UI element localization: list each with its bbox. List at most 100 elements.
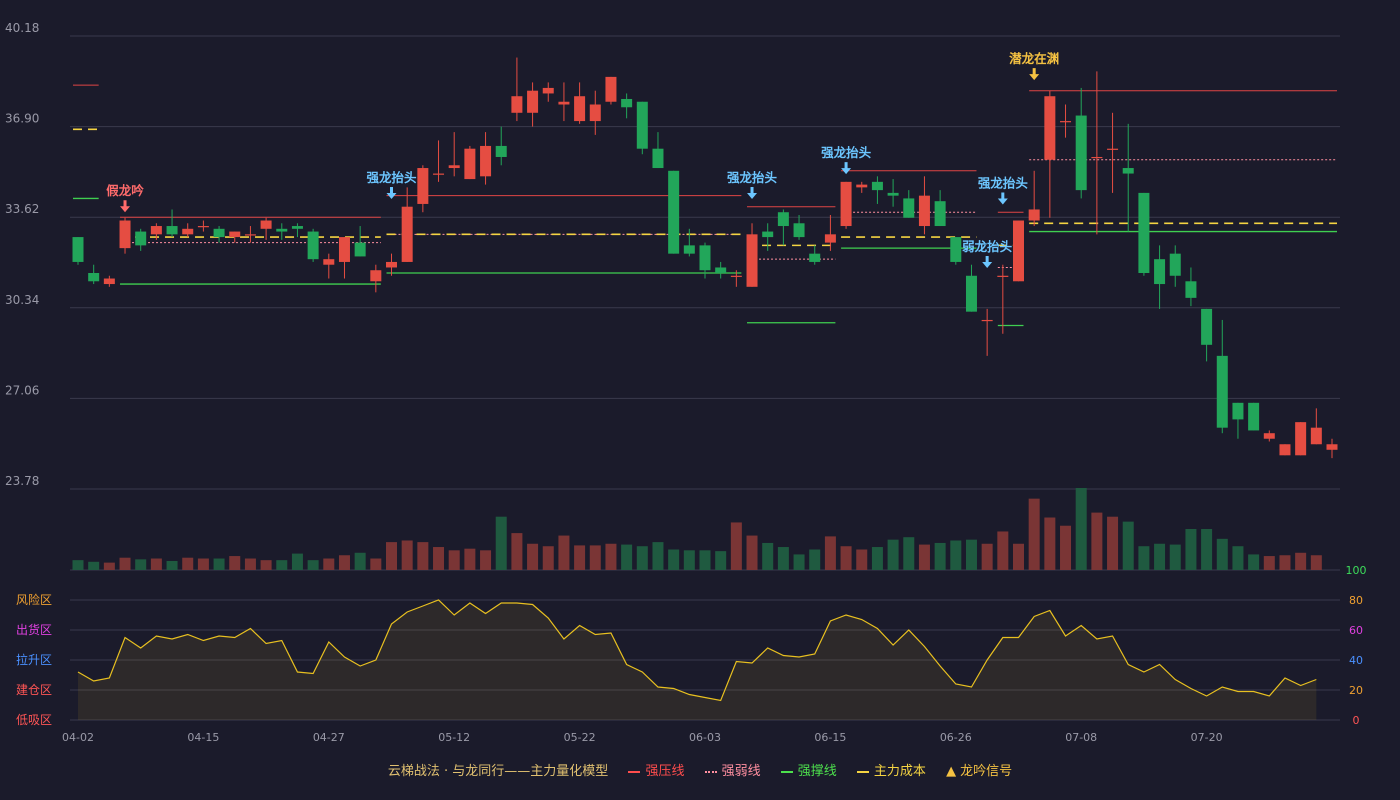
zone-label: 风险区 (16, 592, 52, 607)
volume-bar (856, 549, 868, 570)
volume-bar (1263, 556, 1275, 570)
price-tick-label: 40.18 (5, 21, 39, 35)
volume-bar (997, 531, 1009, 570)
candle-body (1326, 444, 1338, 450)
indicator-area (78, 600, 1317, 720)
dashed-line-icon (856, 770, 869, 773)
candle-body (291, 226, 303, 229)
volume-bar (668, 549, 680, 570)
candle-body (934, 201, 946, 227)
dotted-line-icon (704, 770, 717, 773)
candles-layer (72, 57, 1338, 459)
volume-bar (824, 536, 836, 570)
legend-title: 云梯战法 · 与龙同行——主力量化模型 (387, 764, 609, 779)
candle-body (1216, 355, 1228, 428)
price-tick-label: 27.06 (5, 383, 39, 397)
legend-item-main-cost[interactable]: 主力成本 (856, 760, 926, 779)
candle-body (840, 181, 852, 227)
volume-bar (574, 545, 586, 570)
candle-body (1044, 96, 1056, 160)
volume-bar (918, 544, 930, 570)
volume-bar (244, 558, 256, 570)
candle-body (621, 98, 633, 108)
legend-label: 龙吟信号 (960, 764, 1013, 779)
down-arrow-icon (386, 186, 397, 199)
signal-label: 弱龙抬头 (962, 239, 1013, 254)
candle-body (558, 101, 570, 105)
candle-body (683, 245, 695, 254)
volume-bar (887, 539, 899, 570)
volume-bar (417, 542, 429, 570)
candle-body (88, 272, 100, 282)
volume-bar (1201, 529, 1213, 570)
candle-body (72, 237, 84, 262)
down-arrow-icon (997, 192, 1008, 205)
indicator-tick-label: 80 (1349, 594, 1363, 607)
indicator-line (77, 599, 1317, 702)
volume-bar (621, 544, 633, 570)
volume-bar (589, 545, 601, 570)
volume-bar (197, 558, 209, 570)
chart-legend: 云梯战法 · 与龙同行——主力量化模型 强压线 强弱线 强撑线 主力成本 ▲ 龙吟… (0, 760, 1400, 779)
volume-bar (166, 560, 178, 570)
candle-body (448, 165, 460, 169)
candle-body (542, 87, 554, 94)
candle-body (370, 270, 382, 282)
volume-bar (1295, 552, 1307, 570)
legend-label: 强弱线 (721, 764, 761, 779)
candle-body (1154, 259, 1166, 285)
volume-bar (401, 540, 413, 570)
candle-body (150, 226, 162, 235)
legend-item-strong-pressure[interactable]: 强压线 (628, 760, 684, 779)
down-arrow-icon (982, 255, 993, 268)
volume-bar (1075, 488, 1087, 570)
candle-body (464, 148, 476, 180)
volume-bar (433, 547, 445, 570)
volume-bar (636, 546, 648, 570)
candle-body (965, 275, 977, 312)
volume-bar (1169, 544, 1181, 570)
volume-bar (809, 549, 821, 570)
legend-item-strong-support[interactable]: 强撑线 (780, 760, 837, 779)
volume-bar (1185, 529, 1197, 570)
candle-body (574, 96, 586, 122)
volume-bar (338, 555, 350, 570)
candle-body (1295, 422, 1307, 456)
volume-bar (1232, 546, 1244, 570)
candle-body (605, 76, 617, 102)
volume-bar (965, 539, 977, 570)
price-tick-label: 23.78 (5, 474, 39, 488)
indicator-tick-label: 40 (1349, 654, 1363, 667)
legend-item-strong-weak[interactable]: 强弱线 (704, 760, 761, 779)
legend-label: 强撑线 (797, 764, 837, 779)
volume-bar (182, 557, 194, 570)
axis-labels-layer: 40.18 36.90 33.62 30.34 27.06 23.78 100 80 60 40 2… (5, 21, 1367, 744)
x-tick-label: 07-20 (1191, 731, 1223, 744)
volume-bar (354, 552, 366, 570)
volume-bar (1138, 546, 1150, 570)
volume-bar (1248, 554, 1260, 570)
candle-body (981, 319, 993, 322)
signal-label: 强龙抬头 (821, 145, 872, 160)
candle-body (307, 231, 319, 260)
candle-body (793, 223, 805, 238)
legend-label: 强压线 (645, 764, 685, 779)
volume-bar (229, 556, 241, 570)
grid-layer (70, 35, 1340, 721)
price-tick-label: 33.62 (5, 202, 39, 216)
down-arrow-icon (1029, 68, 1040, 81)
candle-body (244, 234, 256, 236)
volume-bar (934, 542, 946, 570)
x-tick-label: 06-03 (689, 731, 721, 744)
volume-bar (981, 543, 993, 570)
volume-bar (1122, 521, 1134, 570)
volume-bar (683, 550, 695, 570)
volume-bar (730, 522, 742, 570)
candle-body (777, 212, 789, 227)
legend-item-dragon-signal[interactable]: ▲ 龙吟信号 (946, 760, 1012, 779)
volume-bar (1013, 543, 1024, 570)
candle-body (1248, 402, 1260, 431)
x-tick-label: 06-26 (940, 731, 972, 744)
